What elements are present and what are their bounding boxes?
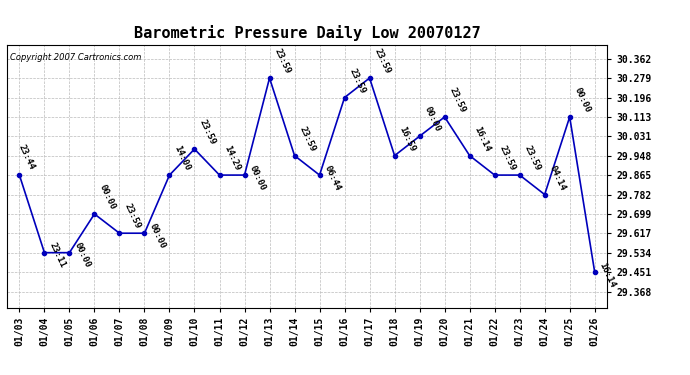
Text: 00:00: 00:00 xyxy=(422,105,442,134)
Text: 23:59: 23:59 xyxy=(522,144,542,172)
Text: 23:59: 23:59 xyxy=(197,118,217,146)
Text: 23:11: 23:11 xyxy=(47,241,67,269)
Text: 16:14: 16:14 xyxy=(473,124,492,153)
Text: 14:00: 14:00 xyxy=(172,144,192,172)
Text: 14:29: 14:29 xyxy=(222,144,242,172)
Text: 16:14: 16:14 xyxy=(598,261,617,289)
Text: 23:59: 23:59 xyxy=(297,124,317,153)
Text: 00:00: 00:00 xyxy=(247,164,267,192)
Text: 00:00: 00:00 xyxy=(97,183,117,211)
Text: 16:59: 16:59 xyxy=(397,124,417,153)
Text: 00:00: 00:00 xyxy=(147,222,167,250)
Text: 23:59: 23:59 xyxy=(273,47,292,75)
Text: 23:59: 23:59 xyxy=(447,86,467,114)
Text: Copyright 2007 Cartronics.com: Copyright 2007 Cartronics.com xyxy=(10,53,141,62)
Text: 00:00: 00:00 xyxy=(72,241,92,269)
Title: Barometric Pressure Daily Low 20070127: Barometric Pressure Daily Low 20070127 xyxy=(134,25,480,41)
Text: 23:59: 23:59 xyxy=(122,202,141,230)
Text: 06:44: 06:44 xyxy=(322,164,342,192)
Text: 23:59: 23:59 xyxy=(373,47,392,75)
Text: 23:44: 23:44 xyxy=(17,143,36,171)
Text: 00:00: 00:00 xyxy=(573,86,592,114)
Text: 04:14: 04:14 xyxy=(547,164,567,192)
Text: 23:59: 23:59 xyxy=(347,66,367,95)
Text: 23:59: 23:59 xyxy=(497,144,517,172)
